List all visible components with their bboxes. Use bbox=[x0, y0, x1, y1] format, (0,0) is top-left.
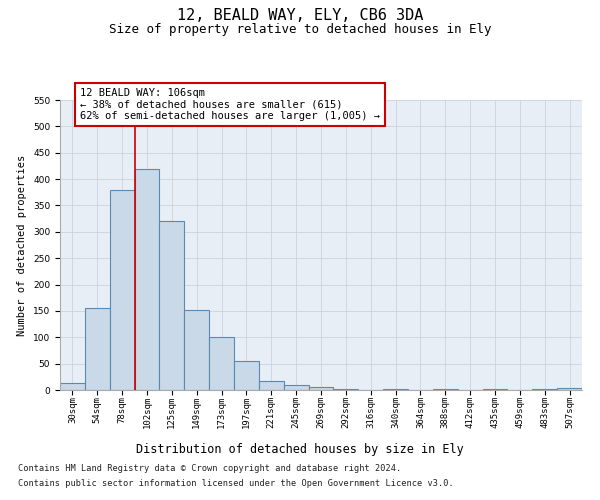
Bar bbox=[184, 310, 209, 390]
Bar bbox=[110, 190, 134, 390]
Bar bbox=[209, 338, 234, 390]
Bar bbox=[557, 388, 582, 390]
Bar bbox=[532, 389, 557, 390]
Text: Contains HM Land Registry data © Crown copyright and database right 2024.: Contains HM Land Registry data © Crown c… bbox=[18, 464, 401, 473]
Bar bbox=[308, 388, 334, 390]
Bar bbox=[482, 389, 508, 390]
Bar bbox=[259, 380, 284, 390]
Text: Size of property relative to detached houses in Ely: Size of property relative to detached ho… bbox=[109, 22, 491, 36]
Bar bbox=[383, 389, 408, 390]
Text: 12, BEALD WAY, ELY, CB6 3DA: 12, BEALD WAY, ELY, CB6 3DA bbox=[177, 8, 423, 22]
Bar bbox=[60, 383, 85, 390]
Text: Distribution of detached houses by size in Ely: Distribution of detached houses by size … bbox=[136, 442, 464, 456]
Text: Contains public sector information licensed under the Open Government Licence v3: Contains public sector information licen… bbox=[18, 479, 454, 488]
Bar bbox=[433, 389, 458, 390]
Y-axis label: Number of detached properties: Number of detached properties bbox=[17, 154, 28, 336]
Bar bbox=[85, 308, 110, 390]
Bar bbox=[160, 222, 184, 390]
Bar bbox=[334, 389, 358, 390]
Bar bbox=[284, 384, 308, 390]
Bar bbox=[234, 361, 259, 390]
Text: 12 BEALD WAY: 106sqm
← 38% of detached houses are smaller (615)
62% of semi-deta: 12 BEALD WAY: 106sqm ← 38% of detached h… bbox=[80, 88, 380, 121]
Bar bbox=[134, 168, 160, 390]
